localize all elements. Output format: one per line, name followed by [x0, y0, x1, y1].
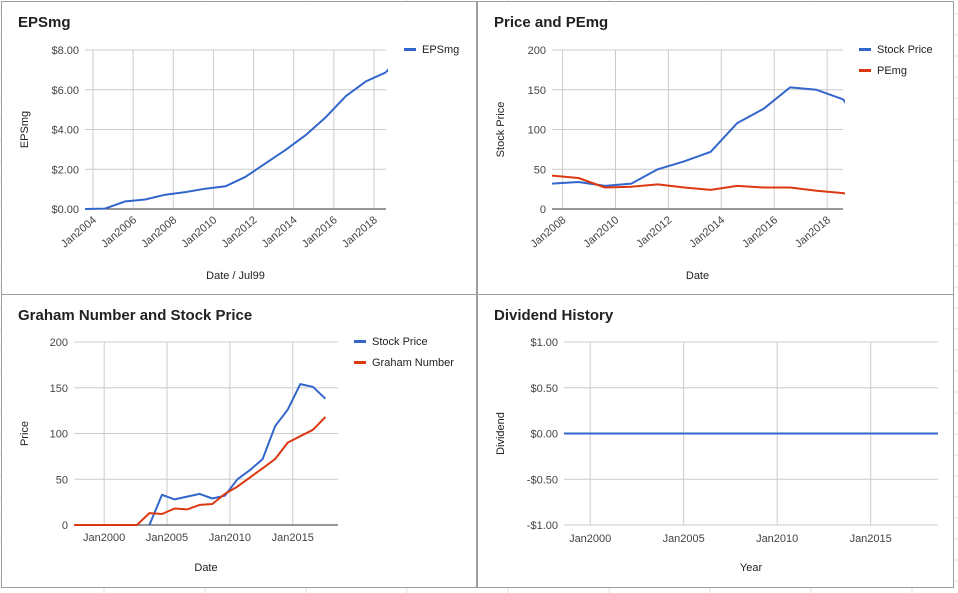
x-tick-label: Jan2010	[209, 532, 251, 544]
x-tick-label: Jan2015	[850, 533, 892, 545]
series-line-stock-price	[148, 383, 327, 526]
x-tick-label: Jan2016	[740, 214, 780, 250]
legend-label: PEmg	[877, 65, 907, 77]
series-line-pemg	[552, 174, 845, 195]
series-line-graham-number	[74, 416, 327, 526]
legend-swatch	[859, 48, 871, 51]
y-axis-title: EPSmg	[19, 111, 31, 148]
y-axis-title: Price	[19, 421, 31, 446]
x-tick-label: Jan2008	[139, 214, 179, 250]
legend-swatch	[354, 340, 366, 343]
x-axis-title: Date	[194, 562, 217, 574]
legend-label: Graham Number	[372, 357, 454, 369]
x-tick-label: Jan2014	[260, 214, 300, 250]
y-axis-title: Dividend	[495, 412, 507, 455]
y-tick-label: 200	[528, 45, 546, 57]
y-tick-label: 150	[50, 383, 68, 395]
x-tick-label: Jan2000	[83, 532, 125, 544]
y-tick-label: $6.00	[51, 85, 79, 97]
y-tick-label: 50	[56, 474, 68, 486]
y-tick-label: 0	[540, 204, 546, 216]
legend-swatch	[404, 48, 416, 51]
x-tick-label: Jan2012	[634, 214, 674, 250]
chart-title: Dividend History	[494, 307, 614, 324]
legend-swatch	[859, 69, 871, 72]
x-axis-title: Date	[686, 270, 709, 282]
x-tick-label: Jan2014	[687, 214, 727, 250]
chart-svg-dividend-history: -$1.00 -$0.50 $0.00 $0.50 $1.00 Jan2000 Jan200…	[495, 337, 938, 574]
legend-label: EPSmg	[422, 44, 459, 56]
x-tick-label: Jan2010	[179, 214, 219, 250]
x-tick-label: Jan2012	[219, 214, 259, 250]
y-tick-label: $0.00	[530, 429, 558, 441]
y-tick-label: 0	[62, 520, 68, 532]
x-tick-label: Jan2016	[300, 214, 340, 250]
y-tick-label: 150	[528, 85, 546, 97]
y-tick-label: 100	[528, 125, 546, 137]
x-tick-label: Jan2018	[793, 214, 833, 250]
y-tick-label: $0.50	[530, 383, 558, 395]
y-tick-label: $2.00	[51, 164, 79, 176]
legend-label: Stock Price	[372, 336, 428, 348]
y-tick-label: $8.00	[51, 45, 79, 57]
chart-panel-dividend-history[interactable]: -$1.00 -$0.50 $0.00 $0.50 $1.00 Jan2000 Jan200…	[477, 294, 954, 588]
y-tick-label: $0.00	[51, 204, 79, 216]
y-tick-label: -$1.00	[527, 520, 558, 532]
chart-title: Price and PEmg	[494, 14, 609, 31]
legend-label: Stock Price	[877, 44, 933, 56]
x-tick-label: Jan2006	[99, 214, 139, 250]
y-tick-label: -$0.50	[527, 474, 558, 486]
legend-swatch	[354, 361, 366, 364]
chart-panel-graham-number[interactable]: 0 50 100 150 200 Jan2000 Jan2005 Jan2010 Jan2015…	[1, 294, 477, 588]
x-tick-label: Jan2005	[663, 533, 705, 545]
x-tick-label: Jan2010	[581, 214, 621, 250]
series-line-epsmg	[85, 71, 387, 210]
y-axis-title: Stock Price	[495, 102, 507, 158]
series-line-stock-price	[552, 86, 845, 187]
x-tick-label: Jan2018	[340, 214, 380, 250]
y-tick-label: 50	[534, 164, 546, 176]
x-tick-label: Jan2000	[569, 533, 611, 545]
x-tick-label: Jan2008	[528, 214, 568, 250]
x-axis-title: Year	[740, 562, 763, 574]
chart-panel-epsmg[interactable]: $0.00 $2.00 $4.00 $6.00 $8.00 Jan2004 Jan2006 J…	[1, 1, 477, 295]
chart-svg-graham-number: 0 50 100 150 200 Jan2000 Jan2005 Jan2010 Jan2015…	[19, 336, 454, 574]
x-tick-label: Jan2004	[59, 214, 99, 250]
x-tick-label: Jan2005	[146, 532, 188, 544]
chart-panel-price-pemg[interactable]: 0 50 100 150 200 Jan2008 Jan2010 Jan2012 Jan2014…	[477, 1, 954, 295]
y-tick-label: 200	[50, 337, 68, 349]
x-tick-label: Jan2010	[756, 533, 798, 545]
x-tick-label: Jan2015	[272, 532, 314, 544]
chart-title: EPSmg	[18, 14, 71, 31]
series-line-unnamed-1	[385, 68, 388, 73]
y-tick-label: $1.00	[530, 337, 558, 349]
chart-svg-price-pemg: 0 50 100 150 200 Jan2008 Jan2010 Jan2012 Jan2014…	[495, 44, 933, 282]
chart-title: Graham Number and Stock Price	[18, 307, 253, 324]
y-tick-label: $4.00	[51, 125, 79, 137]
x-axis-title: Date / Jul99	[206, 270, 265, 282]
y-tick-label: 100	[50, 429, 68, 441]
